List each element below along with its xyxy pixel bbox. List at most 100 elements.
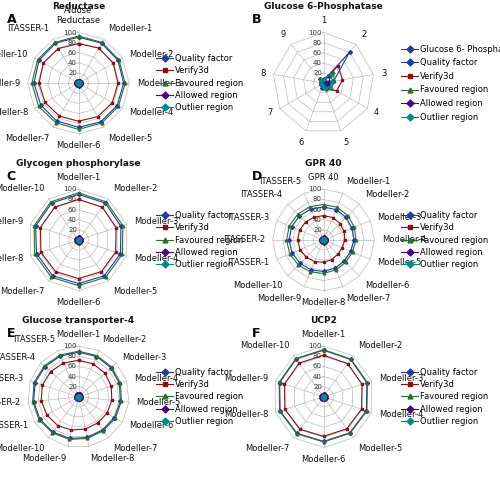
Text: 20: 20 — [68, 70, 77, 76]
Text: Modeller-9: Modeller-9 — [22, 454, 66, 463]
Legend: Glucose 6- Phosphatase, Quality factor, Verify3d, Favoured region, Allowed regio: Glucose 6- Phosphatase, Quality factor, … — [401, 45, 500, 121]
Text: 100: 100 — [308, 29, 322, 36]
Text: 3: 3 — [381, 69, 386, 78]
Text: 40: 40 — [68, 373, 77, 380]
Text: Modeller-8: Modeller-8 — [302, 298, 346, 307]
Text: Modeller-1: Modeller-1 — [108, 24, 152, 33]
Legend: Quality factor, Verify3d, Favoured region, Allowed region, Outlier region: Quality factor, Verify3d, Favoured regio… — [401, 211, 488, 269]
Text: ITASSER-5: ITASSER-5 — [12, 335, 55, 344]
Text: GPR 40: GPR 40 — [305, 159, 342, 168]
Text: 100: 100 — [64, 343, 77, 349]
Text: 2: 2 — [361, 30, 366, 38]
Text: 60: 60 — [68, 206, 77, 213]
Text: ITASSER-1: ITASSER-1 — [0, 421, 28, 431]
Text: Modeller-7: Modeller-7 — [113, 444, 157, 453]
Text: 6: 6 — [298, 138, 304, 147]
Text: Modeller-2: Modeller-2 — [364, 190, 409, 199]
Text: 8: 8 — [260, 69, 266, 78]
Text: 20: 20 — [313, 227, 322, 233]
Text: Modeller-7: Modeller-7 — [5, 134, 50, 143]
Text: Modeller-4: Modeller-4 — [134, 374, 178, 384]
Text: 20: 20 — [313, 70, 322, 76]
Text: Aldose
Reductase: Aldose Reductase — [52, 0, 105, 11]
Legend: Quality factor, Verify3d, Favoured region, Allowed region, Outlier region: Quality factor, Verify3d, Favoured regio… — [156, 211, 244, 269]
Text: Modeller-3: Modeller-3 — [378, 213, 422, 222]
Text: F: F — [252, 327, 260, 340]
Text: ITASSER-1: ITASSER-1 — [7, 24, 50, 33]
Text: 1: 1 — [321, 16, 326, 25]
Text: 7: 7 — [268, 108, 273, 117]
Text: Modeller-6: Modeller-6 — [364, 281, 409, 290]
Text: Modeller-9: Modeller-9 — [224, 374, 268, 384]
Text: Modeller-6: Modeller-6 — [129, 421, 174, 431]
Text: 60: 60 — [313, 363, 322, 370]
Text: Modeller-5: Modeller-5 — [378, 258, 422, 267]
Text: Modeller-7: Modeller-7 — [0, 287, 44, 296]
Text: Modeller-3: Modeller-3 — [379, 374, 424, 384]
Text: Modeller-5: Modeller-5 — [136, 398, 180, 408]
Text: ITASSER-2: ITASSER-2 — [0, 398, 20, 408]
Text: Modeller-3: Modeller-3 — [137, 79, 181, 88]
Text: Modeller-8: Modeller-8 — [224, 410, 268, 420]
Text: Modeller-4: Modeller-4 — [134, 253, 178, 263]
Text: Modeller-10: Modeller-10 — [240, 341, 289, 349]
Text: Modeller-2: Modeller-2 — [113, 184, 157, 193]
Text: Modeller-1: Modeller-1 — [302, 329, 346, 338]
Text: 40: 40 — [313, 60, 322, 66]
Text: 60: 60 — [68, 363, 77, 370]
Text: Glucose transporter-4: Glucose transporter-4 — [22, 316, 134, 325]
Text: Modeller-9: Modeller-9 — [0, 79, 20, 88]
Text: 60: 60 — [68, 50, 77, 56]
Text: Modeller-7: Modeller-7 — [245, 444, 289, 453]
Text: Modeller-9: Modeller-9 — [257, 294, 301, 303]
Text: Modeller-2: Modeller-2 — [129, 49, 173, 59]
Text: 40: 40 — [313, 217, 322, 223]
Text: ITASSER-4: ITASSER-4 — [240, 190, 282, 199]
Text: D: D — [252, 170, 262, 183]
Text: Modeller-6: Modeller-6 — [56, 298, 100, 307]
Text: 40: 40 — [68, 217, 77, 223]
Text: GPR 40: GPR 40 — [308, 173, 339, 182]
Text: 60: 60 — [313, 50, 322, 56]
Text: Modeller-5: Modeller-5 — [358, 444, 402, 453]
Text: 100: 100 — [308, 343, 322, 349]
Text: Modeller-5: Modeller-5 — [108, 134, 152, 143]
Text: ITASSER-3: ITASSER-3 — [228, 213, 270, 222]
Text: Modeller-6: Modeller-6 — [56, 142, 100, 151]
Text: Modeller-4: Modeller-4 — [382, 236, 426, 244]
Text: C: C — [6, 170, 16, 183]
Legend: Quality factor, Verify3d, Favoured region, Allowed region, Outlier region: Quality factor, Verify3d, Favoured regio… — [401, 368, 488, 426]
Text: Modeller-1: Modeller-1 — [346, 177, 390, 186]
Text: Modeller-10: Modeller-10 — [0, 444, 44, 453]
Text: Modeller-8: Modeller-8 — [0, 253, 23, 263]
Legend: Quality factor, Verify3d, Favoured region, Allowed region, Outlier region: Quality factor, Verify3d, Favoured regio… — [156, 368, 244, 426]
Text: 20: 20 — [68, 384, 77, 390]
Text: Glycogen phosphorylase: Glycogen phosphorylase — [16, 159, 141, 168]
Text: A: A — [6, 13, 16, 26]
Text: ITASSER-4: ITASSER-4 — [0, 353, 35, 362]
Text: Modeller-2: Modeller-2 — [102, 335, 146, 344]
Legend: Quality factor, Verify3d, Favoured region, Allowed region, Outlier region: Quality factor, Verify3d, Favoured regio… — [156, 54, 244, 112]
Text: ITASSER-2: ITASSER-2 — [223, 236, 265, 244]
Text: Modeller-10: Modeller-10 — [233, 281, 282, 290]
Text: ITASSER-3: ITASSER-3 — [0, 374, 23, 384]
Text: 80: 80 — [68, 196, 77, 203]
Text: ITASSER-1: ITASSER-1 — [228, 258, 270, 267]
Text: Aldose
Reductase: Aldose Reductase — [56, 6, 100, 25]
Text: 80: 80 — [68, 40, 77, 46]
Text: Modeller-7: Modeller-7 — [346, 294, 390, 303]
Text: B: B — [252, 13, 261, 26]
Text: 40: 40 — [313, 373, 322, 380]
Text: Glucose 6-Phosphatase: Glucose 6-Phosphatase — [264, 2, 383, 11]
Text: 100: 100 — [64, 186, 77, 192]
Text: 60: 60 — [313, 206, 322, 213]
Text: Modeller-4: Modeller-4 — [129, 108, 173, 117]
Text: 80: 80 — [313, 40, 322, 46]
Text: Modeller-6: Modeller-6 — [302, 455, 346, 464]
Text: Modeller-9: Modeller-9 — [0, 217, 23, 227]
Text: Modeller-1: Modeller-1 — [56, 329, 100, 338]
Text: 4: 4 — [374, 108, 379, 117]
Text: Modeller-10: Modeller-10 — [0, 49, 28, 59]
Text: 9: 9 — [281, 30, 286, 38]
Text: ITASSER-5: ITASSER-5 — [259, 177, 301, 186]
